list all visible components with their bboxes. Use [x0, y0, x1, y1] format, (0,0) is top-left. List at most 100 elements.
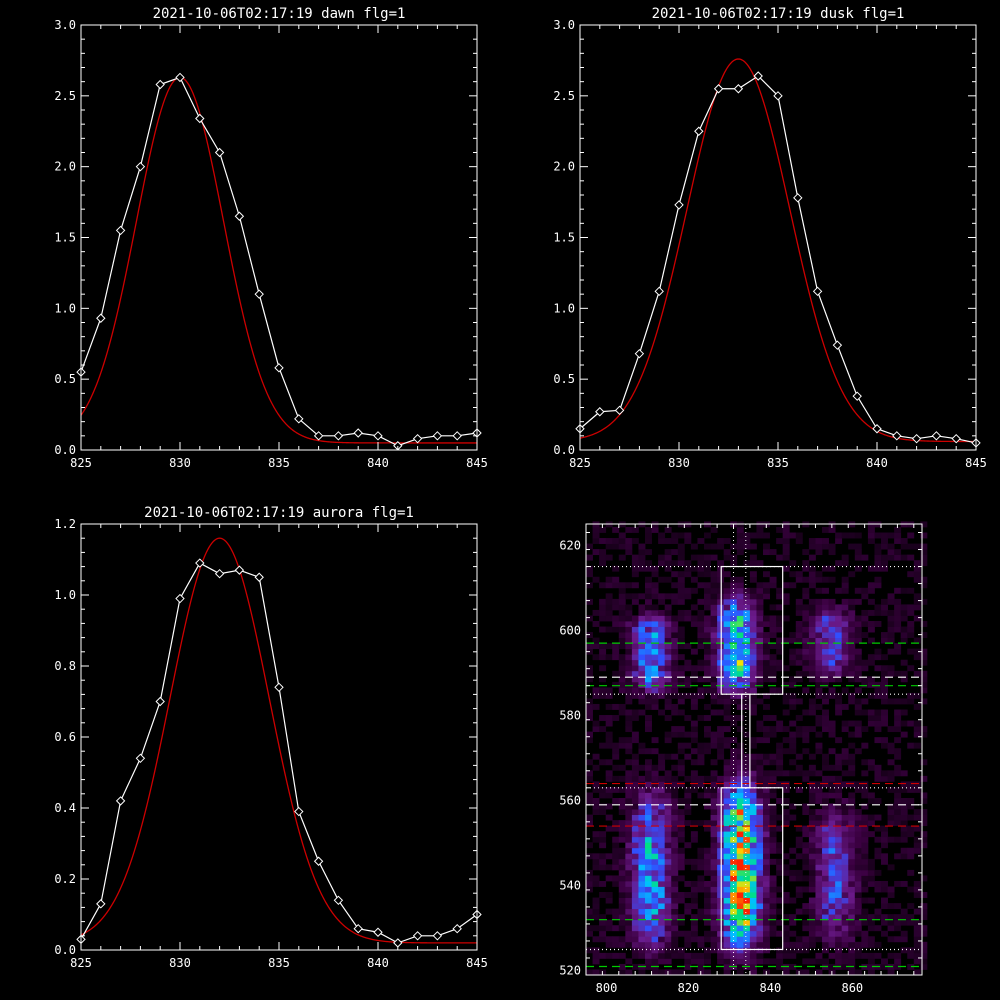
heatmap-pixel: [763, 571, 770, 578]
heatmap-pixel: [854, 781, 862, 788]
heatmap-pixel: [881, 598, 888, 605]
heatmap-pixel: [789, 637, 797, 644]
heatmap-pixel: [704, 858, 711, 865]
heatmap-pixel: [881, 958, 888, 965]
heatmap-pixel: [736, 858, 744, 865]
heatmap-pixel: [664, 670, 672, 677]
heatmap-pixel: [894, 880, 902, 887]
heatmap-pixel: [612, 925, 620, 932]
heatmap-pixel: [599, 648, 607, 655]
heatmap-pixel: [671, 886, 679, 893]
heatmap-pixel: [867, 598, 875, 605]
heatmap-pixel: [618, 836, 626, 843]
heatmap-pixel: [605, 604, 613, 611]
heatmap-pixel: [690, 864, 698, 871]
heatmap-pixel: [684, 532, 692, 539]
heatmap-pixel: [900, 930, 908, 937]
heatmap-pixel: [717, 565, 725, 572]
heatmap-pixel: [599, 853, 607, 860]
heatmap-pixel: [625, 687, 633, 694]
heatmap-pixel: [618, 952, 626, 959]
heatmap-pixel: [625, 786, 633, 793]
heatmap-pixel: [592, 643, 600, 650]
heatmap-pixel: [835, 880, 843, 887]
heatmap-pixel: [881, 737, 888, 744]
heatmap-pixel: [854, 632, 862, 638]
heatmap-pixel: [651, 847, 659, 854]
heatmap-pixel: [808, 659, 816, 666]
heatmap-pixel: [749, 864, 757, 871]
heatmap-pixel: [828, 864, 836, 871]
heatmap-pixel: [815, 886, 823, 893]
heatmap-pixel: [894, 792, 902, 799]
heatmap-pixel: [743, 648, 751, 655]
heatmap-pixel: [756, 886, 764, 893]
y-tick-label: 0.4: [54, 801, 76, 815]
heatmap-pixel: [625, 858, 633, 865]
heatmap-pixel: [743, 775, 751, 782]
heatmap-pixel: [599, 759, 607, 766]
heatmap-pixel: [605, 692, 613, 699]
heatmap-pixel: [638, 825, 646, 832]
heatmap-pixel: [841, 554, 849, 561]
heatmap-pixel: [802, 665, 810, 672]
heatmap-pixel: [776, 526, 784, 533]
x-tick-label: 840: [367, 956, 389, 970]
heatmap-pixel: [867, 963, 875, 970]
heatmap-pixel: [808, 604, 816, 611]
heatmap-pixel: [769, 643, 777, 650]
heatmap-pixel: [736, 892, 744, 898]
heatmap-pixel: [618, 798, 626, 804]
heatmap-pixel: [599, 526, 607, 533]
heatmap-pixel: [769, 847, 777, 854]
heatmap-pixel: [822, 587, 829, 594]
heatmap-pixel: [913, 726, 921, 733]
heatmap-pixel: [743, 930, 751, 937]
heatmap-pixel: [782, 952, 790, 959]
heatmap-pixel: [867, 941, 875, 948]
heatmap-pixel: [815, 908, 823, 915]
heatmap-pixel: [848, 604, 856, 611]
heatmap-pixel: [881, 775, 888, 782]
heatmap-pixel: [599, 925, 607, 932]
heatmap-pixel: [710, 659, 718, 666]
heatmap-pixel: [815, 781, 823, 788]
heatmap-pixel: [638, 919, 646, 926]
heatmap-pixel: [717, 560, 725, 567]
heatmap-pixel: [815, 858, 823, 865]
heatmap-pixel: [658, 952, 666, 959]
heatmap-pixel: [900, 770, 908, 777]
heatmap-pixel: [690, 925, 698, 932]
heatmap-pixel: [749, 803, 757, 810]
heatmap-pixel: [631, 571, 639, 578]
heatmap-pixel: [592, 609, 600, 616]
heatmap-pixel: [612, 576, 620, 583]
heatmap-pixel: [677, 593, 685, 600]
heatmap-pixel: [638, 941, 646, 948]
heatmap-pixel: [756, 637, 764, 644]
heatmap-pixel: [848, 903, 856, 910]
heatmap-pixel: [854, 637, 862, 644]
heatmap-pixel: [612, 847, 620, 854]
heatmap-pixel: [789, 648, 797, 655]
heatmap-pixel: [808, 654, 816, 661]
heatmap-pixel: [704, 582, 711, 589]
heatmap-pixel: [756, 615, 764, 622]
heatmap-pixel: [651, 764, 659, 771]
heatmap-pixel: [881, 560, 888, 567]
heatmap-pixel: [730, 903, 738, 910]
heatmap-pixel: [704, 715, 711, 721]
heatmap-pixel: [782, 543, 790, 550]
heatmap-pixel: [907, 554, 915, 561]
heatmap-pixel: [618, 925, 626, 932]
y-tick-label: 3.0: [553, 18, 575, 32]
heatmap-pixel: [677, 731, 685, 738]
heatmap-pixel: [618, 703, 626, 710]
heatmap-pixel: [913, 908, 921, 915]
heatmap-pixel: [717, 665, 725, 672]
heatmap-pixel: [645, 798, 652, 804]
heatmap-pixel: [736, 587, 744, 594]
y-tick-label: 560: [559, 794, 581, 808]
heatmap-pixel: [835, 831, 843, 838]
heatmap-pixel: [749, 952, 757, 959]
